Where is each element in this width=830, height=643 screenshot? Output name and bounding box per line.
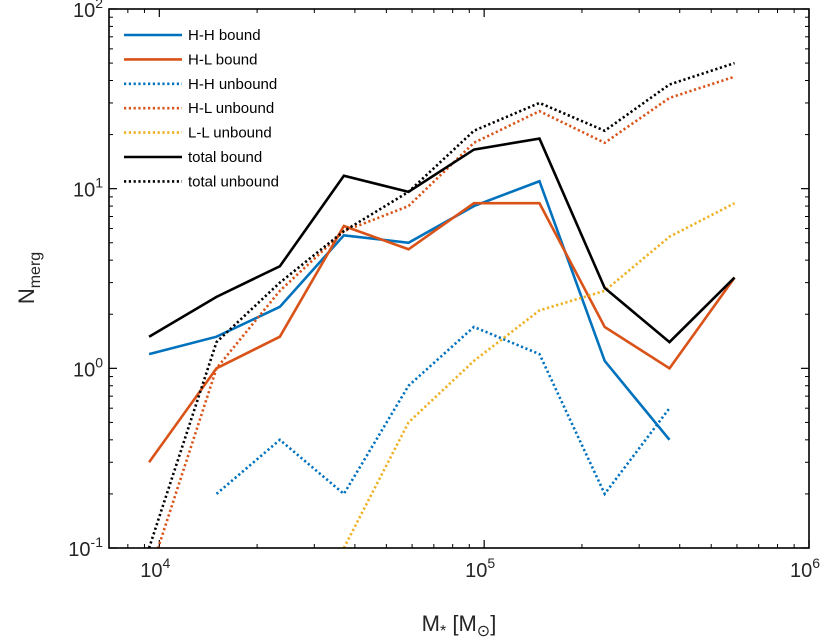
x-tick-exp: 6: [812, 555, 820, 571]
y-axis-label-main: N: [14, 288, 39, 304]
series-group: [147, 61, 736, 548]
series-line-l-l-unbound: [342, 202, 736, 548]
x-axis-label: M* [M⊙]: [422, 611, 497, 640]
y-tick-exp: 2: [95, 0, 103, 11]
y-tick-label: 100: [73, 354, 103, 381]
y-tick-label: 102: [73, 0, 103, 22]
legend: H-H bound H-L bound H-H unbound H-L unbound…: [117, 18, 318, 204]
legend-label-total-unbound: total unbound: [188, 173, 279, 190]
y-tick-base: 10: [73, 180, 95, 202]
y-axis-label: Nmerg: [14, 252, 44, 304]
x-axis-label-unit-sub: ⊙: [477, 623, 490, 640]
series-line-total-bound: [148, 137, 736, 344]
legend-label-total-bound: total bound: [188, 149, 262, 166]
legend-box: [117, 18, 318, 204]
legend-label-h-l-bound: H-L bound: [188, 51, 258, 68]
x-tick-label: 104: [140, 555, 170, 582]
x-axis-label-sub: *: [440, 623, 446, 640]
legend-label-l-l-unbound: L-L unbound: [188, 125, 272, 142]
y-tick-label: 10-1: [68, 534, 103, 561]
y-axis-label-sub: merg: [27, 252, 44, 288]
x-axis-label-unit-open: [M: [446, 611, 477, 636]
x-tick-labels: 104 105 106: [140, 555, 820, 582]
series-line-total-unbound: [147, 61, 735, 548]
x-axis-label-unit-close: ]: [490, 611, 496, 636]
x-tick-exp: 4: [163, 555, 171, 571]
series-line-h-l-unbound: [156, 75, 735, 548]
x-tick-exp: 5: [487, 555, 495, 571]
y-tick-exp: 0: [95, 354, 103, 370]
y-tick-base: 10: [68, 539, 90, 561]
y-tick-base: 10: [73, 359, 95, 381]
series-line-h-l-bound: [148, 201, 736, 464]
x-axis-label-main: M: [422, 611, 440, 636]
legend-label-h-h-bound: H-H bound: [188, 27, 261, 44]
legend-label-h-h-unbound: H-H unbound: [188, 76, 277, 93]
y-tick-base: 10: [73, 0, 95, 22]
series-line-h-h-unbound: [215, 325, 671, 497]
x-tick-label: 105: [465, 555, 495, 582]
y-tick-exp: -1: [91, 534, 104, 550]
x-tick-base: 10: [140, 560, 162, 582]
x-tick-base: 10: [790, 560, 812, 582]
x-tick-base: 10: [465, 560, 487, 582]
plot-frame: [108, 8, 810, 549]
series-line-h-h-bound: [148, 179, 671, 441]
y-tick-exp: 1: [95, 175, 103, 191]
y-tick-label: 101: [73, 175, 103, 202]
legend-label-h-l-unbound: H-L unbound: [188, 100, 274, 117]
x-tick-label: 106: [790, 555, 820, 582]
